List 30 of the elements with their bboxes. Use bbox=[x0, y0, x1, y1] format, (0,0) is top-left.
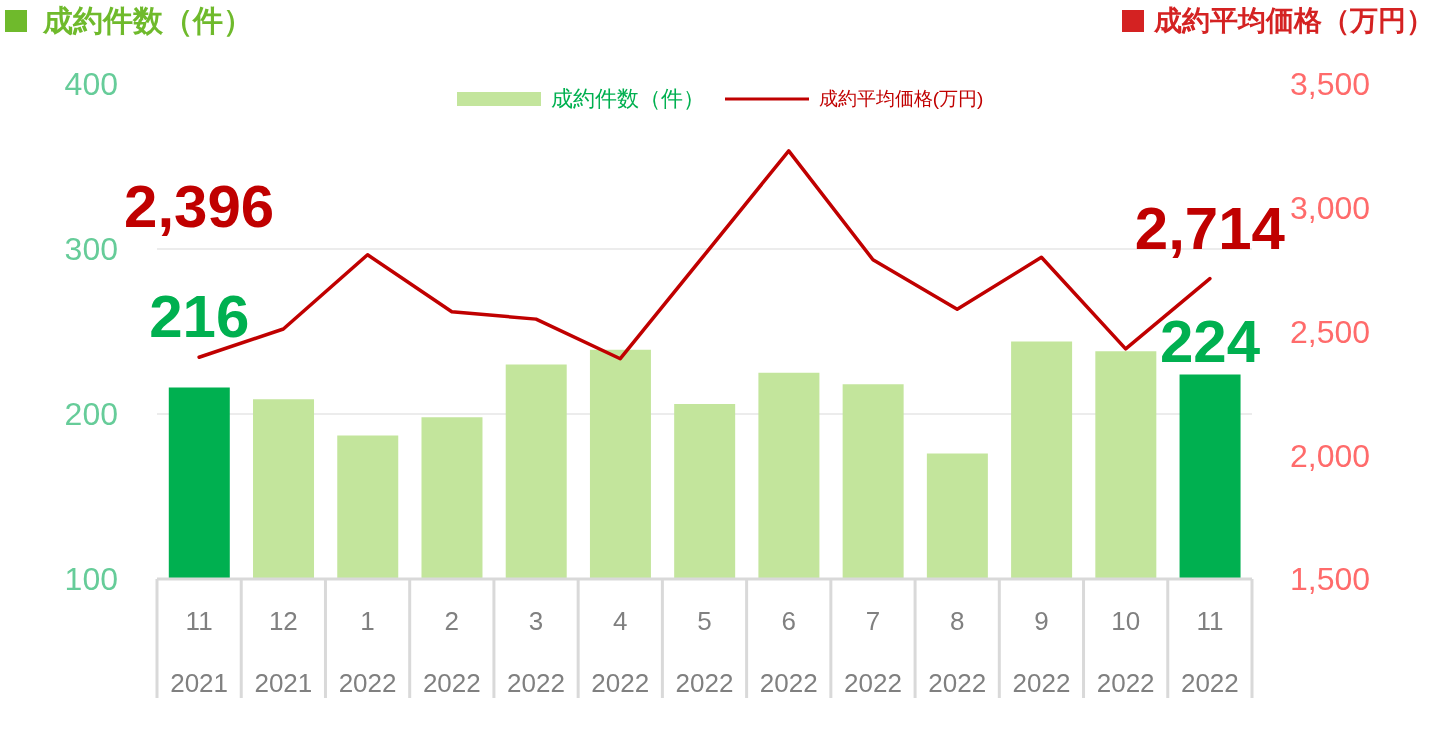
category-label: 9 2022 bbox=[1012, 606, 1071, 698]
category-label: 1 2022 bbox=[338, 606, 397, 698]
category-label: 10 2022 bbox=[1096, 606, 1155, 698]
y-tick-label: 300 bbox=[64, 231, 118, 268]
category-label: 4 2022 bbox=[591, 606, 650, 698]
category-label: 5 2022 bbox=[675, 606, 734, 698]
data-label: 2,714 bbox=[1134, 194, 1286, 262]
y-axis-title: 成約件数（件） bbox=[43, 3, 253, 39]
legend-label: 成約件数（件） bbox=[550, 85, 705, 113]
category-label: 12 2021 bbox=[254, 606, 313, 698]
y2-axis-title: 成約平均価格（万円） bbox=[1154, 4, 1434, 38]
data-label: 224 bbox=[1160, 308, 1261, 376]
category-label: 2 2022 bbox=[422, 606, 481, 698]
category-label: 11 2021 bbox=[170, 606, 229, 698]
data-label: 216 bbox=[149, 283, 250, 351]
y-tick-label: 100 bbox=[64, 561, 118, 598]
category-label: 7 2022 bbox=[844, 606, 902, 698]
y2-tick-label: 1,500 bbox=[1290, 561, 1371, 598]
y2-tick-label: 2,000 bbox=[1290, 437, 1371, 474]
category-label: 3 2022 bbox=[507, 606, 565, 698]
y-tick-label: 200 bbox=[64, 396, 118, 433]
category-label: 6 2022 bbox=[759, 606, 818, 698]
y2-tick-label: 3,000 bbox=[1290, 190, 1371, 227]
y2-tick-label: 3,500 bbox=[1290, 66, 1371, 103]
data-label: 2,396 bbox=[124, 173, 275, 241]
y-tick-label: 400 bbox=[64, 66, 118, 103]
category-label: 11 2022 bbox=[1180, 606, 1239, 698]
legend-label: 成約平均価格(万円) bbox=[818, 87, 984, 111]
category-label: 8 2022 bbox=[928, 606, 987, 698]
y2-tick-label: 2,500 bbox=[1290, 313, 1371, 350]
